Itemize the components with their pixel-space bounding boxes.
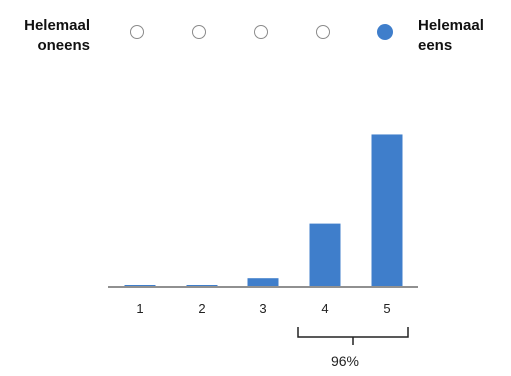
scale-left-label-line1: Helemaal (24, 17, 90, 34)
scale-right-label-line2: eens (418, 37, 453, 54)
x-tick-label-5: 5 (383, 301, 390, 316)
radio-option-1[interactable] (130, 25, 144, 39)
scale-left-label: Helemaal oneens (12, 16, 90, 56)
scale-right-label-line1: Helemaal (418, 17, 484, 34)
scale-right-label: Helemaal eens (418, 16, 508, 56)
scale-left-label-line2: oneens (37, 37, 90, 54)
x-tick-label-4: 4 (321, 301, 328, 316)
annotation-label: 96% (330, 353, 360, 369)
radio-option-5[interactable] (377, 24, 393, 40)
bar-2 (186, 285, 218, 286)
x-tick-label-2: 2 (198, 301, 205, 316)
radio-option-4[interactable] (316, 25, 330, 39)
annotation-bracket (297, 327, 409, 345)
bar-4 (309, 223, 341, 286)
bar-5 (371, 134, 403, 286)
x-tick-label-1: 1 (136, 301, 143, 316)
radio-option-3[interactable] (254, 25, 268, 39)
radio-option-2[interactable] (192, 25, 206, 39)
bar-1 (124, 285, 156, 286)
bar-3 (247, 278, 279, 286)
x-tick-label-3: 3 (259, 301, 266, 316)
